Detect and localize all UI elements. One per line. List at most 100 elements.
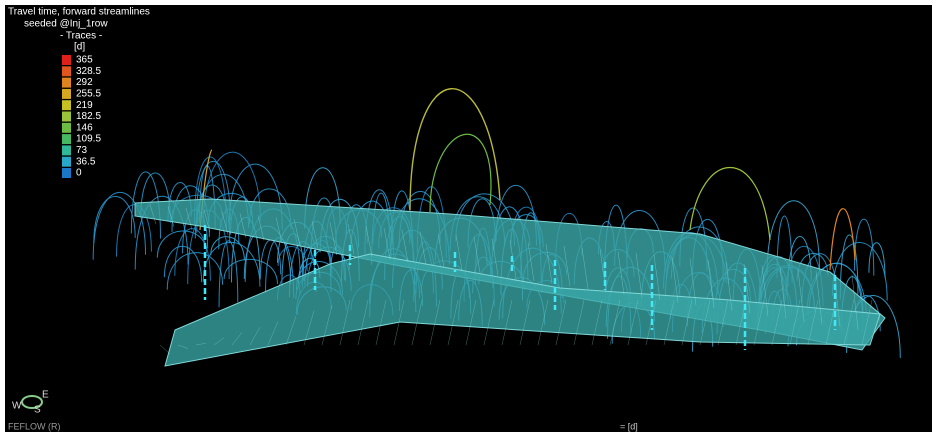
mesh-line <box>203 209 211 233</box>
legend-label: 109.5 <box>76 134 101 145</box>
streamline <box>839 234 859 300</box>
mesh-line <box>653 254 661 300</box>
mesh-line <box>231 332 243 346</box>
mesh-line <box>167 206 175 228</box>
mesh-line <box>771 299 783 346</box>
streamline <box>429 133 492 213</box>
mesh-line <box>275 217 283 244</box>
wells <box>203 225 837 350</box>
streamline <box>868 242 886 278</box>
mesh-line <box>861 299 873 346</box>
streamline <box>409 88 501 211</box>
mesh-line <box>159 344 171 355</box>
mesh-line <box>609 299 621 346</box>
mesh-line <box>375 299 387 346</box>
mesh-line <box>257 215 265 241</box>
streamline <box>766 200 820 276</box>
streamline <box>228 163 283 230</box>
mesh-line <box>591 299 603 346</box>
mesh-line <box>761 265 769 317</box>
mesh-line <box>329 222 337 252</box>
title-line: seeded @Inj_1row <box>24 19 108 30</box>
mesh-line <box>383 227 391 260</box>
lower-layer <box>164 253 881 367</box>
legend-label: 328.5 <box>76 66 101 77</box>
mesh-line <box>239 213 247 238</box>
streamline <box>218 240 239 308</box>
mesh-line <box>563 245 571 287</box>
mesh-line <box>527 242 535 281</box>
legend-label: 73 <box>76 145 88 156</box>
mesh-line <box>573 299 585 346</box>
product-label: FEFLOW (R) <box>8 421 61 431</box>
compass-ring <box>21 395 43 409</box>
mesh-line <box>663 299 675 346</box>
mesh-line <box>447 299 459 346</box>
mesh-line <box>707 260 715 308</box>
streamline <box>210 236 245 261</box>
streamline <box>92 191 147 260</box>
mesh-line <box>779 267 787 319</box>
legend-label: 182.5 <box>76 111 101 122</box>
mesh-line <box>429 299 441 346</box>
mesh-line <box>617 251 625 295</box>
streamline <box>831 242 888 301</box>
mesh-line <box>455 235 463 271</box>
compass-label: W <box>12 401 22 412</box>
streamline <box>202 151 261 227</box>
mesh-line <box>347 224 355 254</box>
legend-swatch <box>62 156 71 167</box>
mesh-line <box>797 269 805 322</box>
mesh-line <box>681 299 693 346</box>
streamline <box>163 245 203 283</box>
mesh-line <box>437 233 445 268</box>
mesh-line <box>365 226 373 257</box>
mesh-line <box>213 337 225 346</box>
mesh-line <box>843 299 855 346</box>
streamline <box>93 196 136 243</box>
streamline <box>829 208 856 271</box>
compass-label: E <box>42 390 49 401</box>
mesh-line <box>195 342 207 346</box>
mesh-line <box>807 299 819 346</box>
title-line: Travel time, forward streamlines <box>8 7 150 18</box>
mesh-line <box>267 321 279 346</box>
mesh-line <box>149 204 157 225</box>
mesh-line <box>501 299 513 346</box>
mesh-line <box>545 244 553 284</box>
mesh-line <box>815 271 823 325</box>
legend-swatch <box>62 145 71 156</box>
mesh-line <box>393 299 405 346</box>
legend-swatch <box>62 122 71 133</box>
streamline <box>134 195 189 270</box>
unit-note: = [d] <box>620 421 638 431</box>
legend-label: 0 <box>76 168 82 179</box>
mesh-line <box>177 344 189 349</box>
mesh-line <box>249 326 261 346</box>
mesh-line <box>491 238 499 276</box>
mesh-line <box>537 299 549 346</box>
mesh-line <box>473 236 481 273</box>
mesh-line <box>311 220 319 249</box>
legend-swatch <box>62 88 71 99</box>
mesh-line <box>221 211 229 236</box>
mesh-line <box>401 229 409 263</box>
legend-label: 255.5 <box>76 89 101 100</box>
legend-swatch <box>62 77 71 88</box>
streamline <box>115 204 152 257</box>
legend-swatch <box>62 134 71 145</box>
streamline <box>223 258 278 285</box>
mesh-line <box>581 247 589 290</box>
mesh-line <box>789 299 801 346</box>
mesh-line <box>519 299 531 346</box>
legend-unit: [d] <box>74 42 85 53</box>
streamline <box>304 167 341 229</box>
mesh-line <box>635 253 643 298</box>
legend-label: 146 <box>76 122 93 133</box>
mesh-line <box>357 299 369 346</box>
mesh-line <box>285 316 297 346</box>
legend-swatch <box>62 168 71 178</box>
mesh-line <box>851 274 859 330</box>
mesh-line <box>689 258 697 306</box>
